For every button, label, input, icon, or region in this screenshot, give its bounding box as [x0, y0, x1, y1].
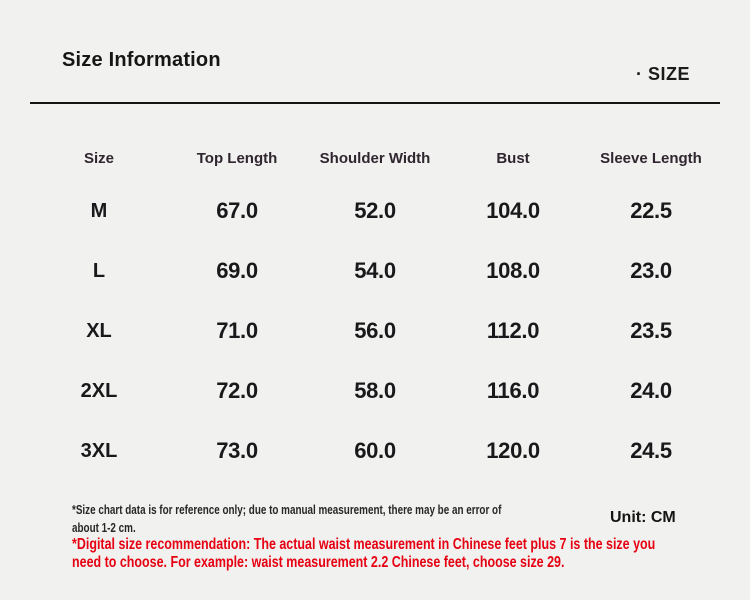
table-row-3xl: 3XL 73.0 60.0 120.0 24.5 [30, 421, 720, 481]
measurement-disclaimer-line2: about 1-2 cm. [72, 520, 136, 535]
sleeve-length-cell: 22.5 [630, 198, 672, 223]
bust-cell: 120.0 [486, 438, 540, 463]
sleeve-length-cell: 24.5 [630, 438, 672, 463]
shoulder-width-cell: 58.0 [354, 378, 396, 403]
top-length-cell: 72.0 [216, 378, 258, 403]
size-recommendation-line2: need to choose. For example: waist measu… [72, 554, 565, 571]
size-cell: L [92, 259, 106, 282]
size-cell: XL [86, 319, 112, 342]
sleeve-length-cell: 23.5 [630, 318, 672, 343]
shoulder-width-cell: 60.0 [354, 438, 396, 463]
top-length-cell: 71.0 [216, 318, 258, 343]
measurement-disclaimer: *Size chart data is for reference only; … [72, 501, 637, 537]
size-cell: 2XL [80, 379, 118, 402]
unit-label: Unit: CM [610, 509, 676, 526]
size-table-header-row: Size Top Length Shoulder Width Bust Slee… [30, 135, 720, 181]
page-title: Size Information [62, 49, 221, 71]
column-header-bust: Bust [496, 149, 530, 167]
size-cell: 3XL [80, 439, 118, 462]
top-length-cell: 67.0 [216, 198, 258, 223]
bust-cell: 112.0 [486, 318, 540, 343]
column-header-top-length: Top Length [196, 149, 278, 167]
top-length-cell: 73.0 [216, 438, 258, 463]
shoulder-width-cell: 52.0 [354, 198, 396, 223]
sleeve-length-cell: 24.0 [630, 378, 672, 403]
column-header-size: Size [83, 149, 114, 167]
bust-cell: 108.0 [486, 258, 540, 283]
table-row-m: M 67.0 52.0 104.0 22.5 [30, 181, 720, 241]
column-header-shoulder-width: Shoulder Width [319, 149, 431, 167]
table-row-xl: XL 71.0 56.0 112.0 23.5 [30, 301, 720, 361]
bust-cell: 116.0 [486, 378, 540, 403]
size-recommendation-line1: *Digital size recommendation: The actual… [72, 536, 656, 553]
divider-line [30, 102, 720, 104]
table-row-l: L 69.0 54.0 108.0 23.0 [30, 241, 720, 301]
measurement-disclaimer-line1: *Size chart data is for reference only; … [72, 502, 502, 517]
shoulder-width-cell: 54.0 [354, 258, 396, 283]
sleeve-length-cell: 23.0 [630, 258, 672, 283]
shoulder-width-cell: 56.0 [354, 318, 396, 343]
size-recommendation-note: *Digital size recommendation: The actual… [72, 536, 750, 572]
size-cell: M [90, 199, 108, 222]
bust-cell: 104.0 [486, 198, 540, 223]
table-row-2xl: 2XL 72.0 58.0 116.0 24.0 [30, 361, 720, 421]
size-section-label: · SIZE [635, 64, 690, 84]
size-table: Size Top Length Shoulder Width Bust Slee… [30, 135, 720, 481]
top-length-cell: 69.0 [216, 258, 258, 283]
column-header-sleeve-length: Sleeve Length [600, 149, 702, 167]
